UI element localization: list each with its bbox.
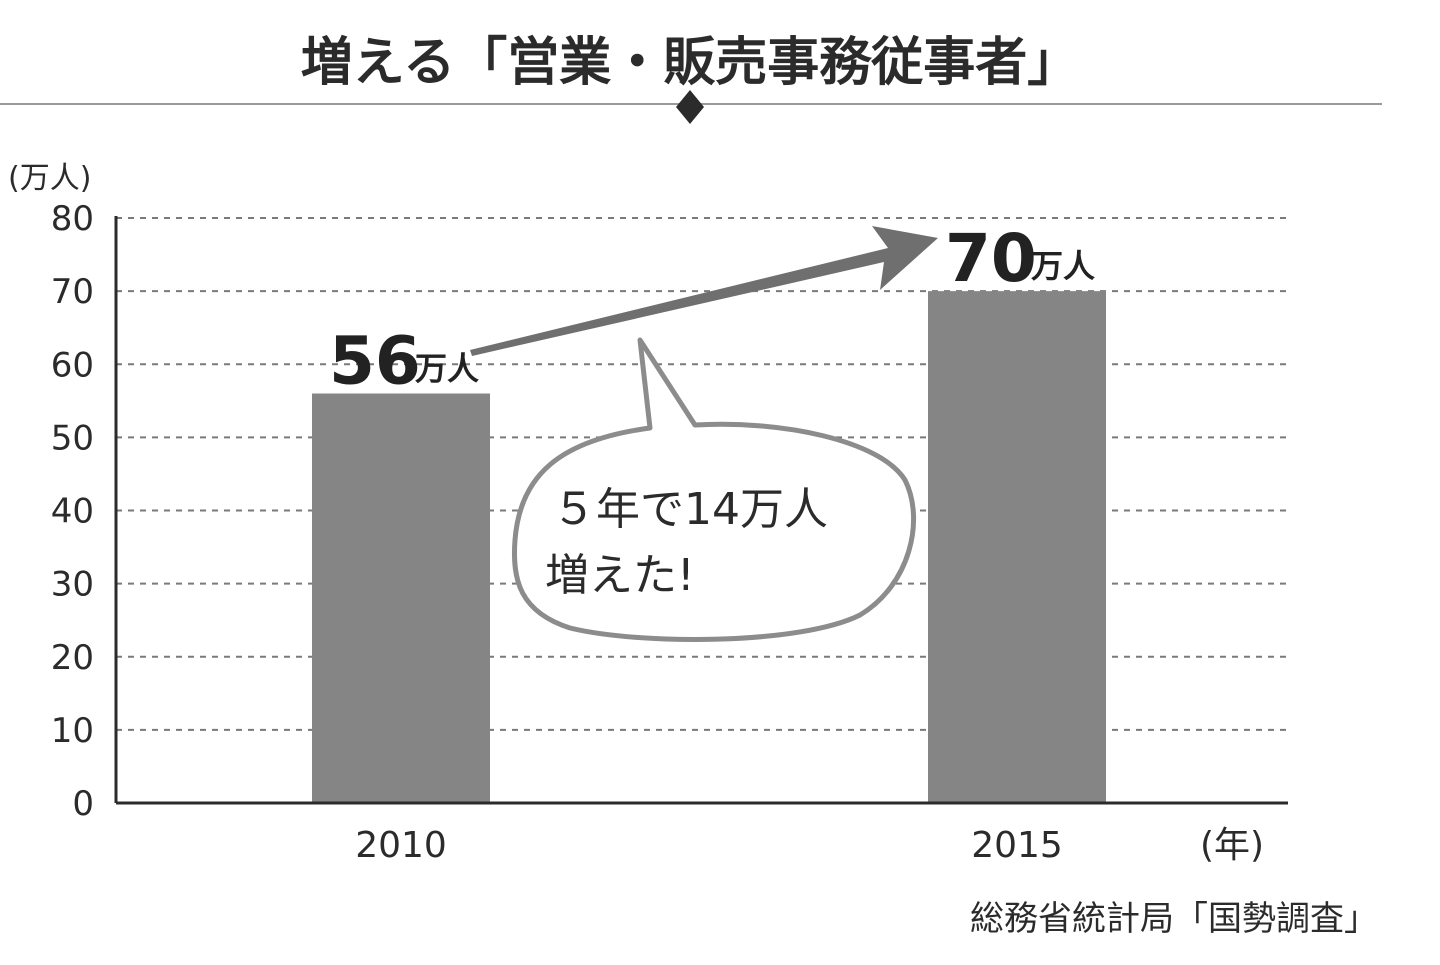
x-tick-label: 2010	[355, 825, 447, 866]
value-label: 56	[329, 323, 421, 400]
title-diamond-icon	[676, 90, 704, 124]
bar-2010	[312, 393, 490, 803]
x-axis-label: (年)	[1200, 825, 1264, 866]
value-label-unit: 万人	[1031, 247, 1095, 285]
y-tick-label: 50	[51, 418, 94, 458]
annotation-line-1: ５年で14万人	[552, 484, 828, 535]
chart-title: 増える「営業・販売事務従事者」	[301, 33, 1079, 93]
value-label-unit: 万人	[415, 350, 479, 388]
y-tick-label: 60	[51, 345, 94, 385]
y-tick-label: 20	[51, 638, 94, 678]
x-tick-label: 2015	[971, 825, 1063, 866]
y-tick-label: 10	[51, 711, 94, 751]
bar-2015	[928, 291, 1106, 803]
y-tick-label: 80	[51, 199, 94, 239]
increase-arrow-icon	[470, 226, 938, 356]
y-axis-label: (万人)	[8, 161, 91, 196]
y-tick-label: 70	[51, 272, 94, 312]
source-note: 総務省統計局「国勢調査」	[970, 899, 1378, 939]
y-tick-label: 30	[51, 565, 94, 605]
speech-bubble	[511, 337, 917, 642]
annotation-line-2: 増えた!	[545, 550, 695, 601]
y-ticks: 0 10 20 30 40 50 60 70 80	[51, 199, 94, 824]
y-tick-label: 40	[51, 492, 94, 532]
x-ticks: 2010 2015	[355, 825, 1063, 866]
value-label: 70	[945, 220, 1037, 297]
y-tick-label: 0	[72, 784, 94, 824]
